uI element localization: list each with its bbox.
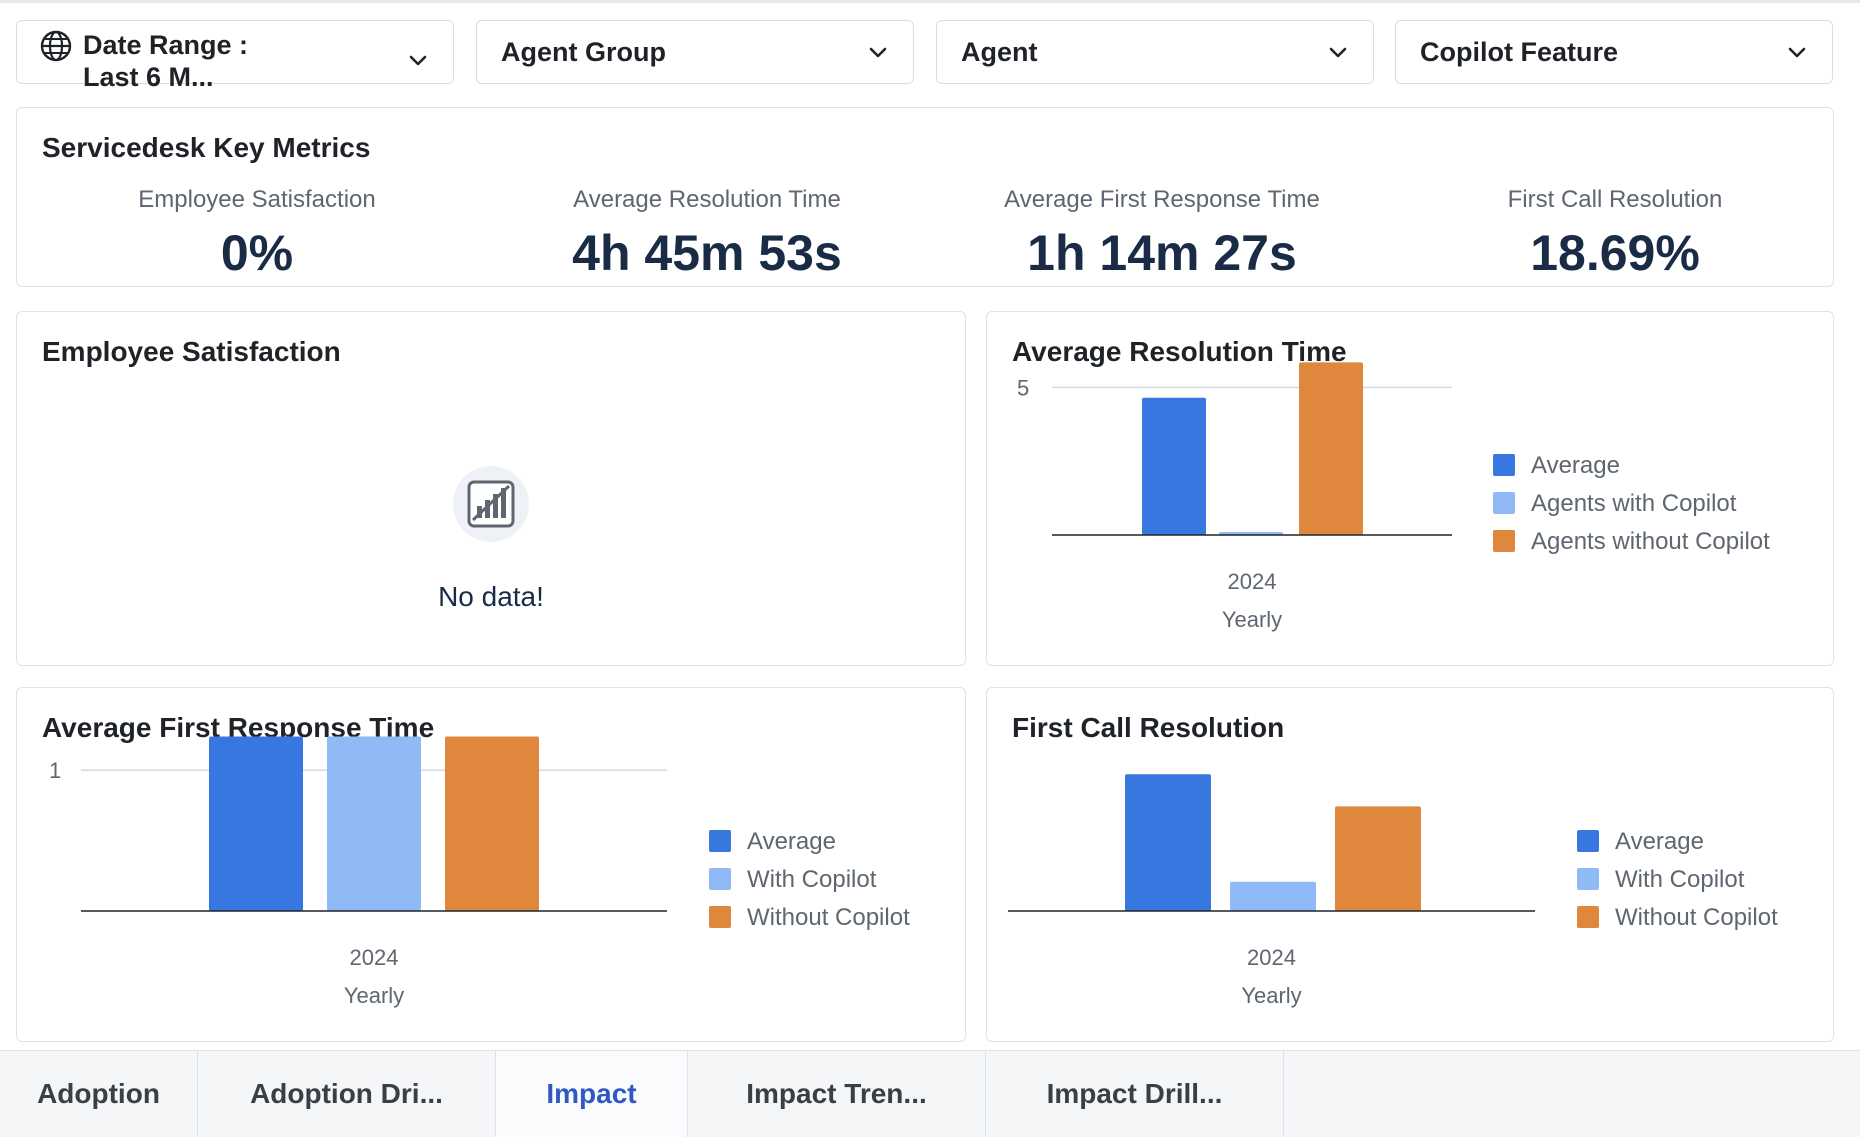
x-tick-label: 2024 bbox=[350, 945, 399, 970]
legend-label: Average bbox=[1531, 452, 1620, 479]
chevron-down-icon bbox=[869, 47, 887, 58]
x-axis-label: Yearly bbox=[344, 983, 404, 1008]
chevron-down-icon bbox=[1329, 47, 1347, 58]
legend-swatch bbox=[709, 868, 731, 890]
bar-agents-without-copilot bbox=[1299, 362, 1363, 535]
average-first-response-time-chart: 1 2024 Yearly Average With Copilot Without Co… bbox=[49, 736, 910, 1008]
agent-filter[interactable]: Agent bbox=[936, 20, 1374, 84]
metric-label: Employee Satisfaction bbox=[138, 186, 376, 213]
legend-swatch bbox=[1493, 492, 1515, 514]
agent-label: Agent bbox=[961, 37, 1038, 67]
bar-without-copilot bbox=[445, 736, 539, 911]
metric-value: 0% bbox=[220, 225, 294, 281]
tab-impact-trends[interactable]: Impact Tren... bbox=[688, 1051, 986, 1137]
x-tick-label: 2024 bbox=[1228, 569, 1277, 594]
bar-with-copilot bbox=[327, 736, 421, 911]
legend-swatch bbox=[1493, 530, 1515, 552]
metric-label: First Call Resolution bbox=[1507, 186, 1723, 213]
legend-swatch bbox=[1577, 830, 1599, 852]
tab-bar: Adoption Adoption Dri... Impact Impact T… bbox=[0, 1050, 1860, 1137]
legend-label: Average bbox=[1615, 828, 1704, 855]
employee-satisfaction-title: Employee Satisfaction bbox=[42, 336, 341, 367]
metric-value: 18.69% bbox=[1530, 225, 1700, 281]
legend-swatch bbox=[1577, 868, 1599, 890]
legend-label: With Copilot bbox=[1615, 866, 1745, 893]
date-range-filter[interactable]: Date Range : Last 6 M... bbox=[16, 20, 454, 92]
average-resolution-time-title: Average Resolution Time bbox=[1012, 336, 1347, 367]
chevron-down-icon bbox=[409, 55, 427, 66]
bar-without-copilot bbox=[1335, 806, 1421, 911]
tab-adoption[interactable]: Adoption bbox=[0, 1051, 198, 1137]
bar-average bbox=[209, 736, 303, 911]
first-call-resolution-title: First Call Resolution bbox=[1012, 712, 1285, 743]
agent-group-label: Agent Group bbox=[501, 37, 666, 67]
metric-average-resolution-time: Average Resolution Time 4h 45m 53s bbox=[487, 186, 927, 282]
bar-average bbox=[1125, 774, 1211, 911]
metric-first-call-resolution: First Call Resolution 18.69% bbox=[1395, 186, 1835, 282]
copilot-feature-label: Copilot Feature bbox=[1420, 37, 1619, 67]
globe-icon bbox=[40, 30, 72, 62]
legend-label: Agents without Copilot bbox=[1531, 528, 1770, 555]
legend-swatch bbox=[1577, 906, 1599, 928]
legend-label: Without Copilot bbox=[1615, 904, 1778, 931]
average-resolution-time-chart: 5 2024 Yearly Average Agents with Copilot Age… bbox=[1017, 362, 1770, 632]
legend-label: Without Copilot bbox=[747, 904, 910, 931]
date-range-label: Date Range : Last 6 M... bbox=[83, 30, 249, 92]
copilot-feature-filter[interactable]: Copilot Feature bbox=[1395, 20, 1833, 84]
legend-label: Average bbox=[747, 828, 836, 855]
bar-average bbox=[1142, 397, 1206, 535]
tab-adoption-drilldown[interactable]: Adoption Dri... bbox=[198, 1051, 496, 1137]
tab-impact[interactable]: Impact bbox=[496, 1051, 688, 1137]
legend-swatch bbox=[709, 830, 731, 852]
legend-label: Agents with Copilot bbox=[1531, 490, 1737, 517]
agent-group-filter[interactable]: Agent Group bbox=[476, 20, 914, 84]
bar-with-copilot bbox=[1230, 881, 1316, 911]
metric-value: 1h 14m 27s bbox=[1027, 225, 1297, 281]
metric-employee-satisfaction: Employee Satisfaction 0% bbox=[37, 186, 477, 282]
y-tick-label: 1 bbox=[49, 758, 61, 783]
no-data-text: No data! bbox=[438, 581, 544, 612]
average-first-response-time-card: Average First Response Time 1 2024 Yearly A… bbox=[16, 687, 966, 1042]
key-metrics-title: Servicedesk Key Metrics bbox=[42, 132, 371, 163]
chevron-down-icon bbox=[1788, 47, 1806, 58]
legend-label: With Copilot bbox=[747, 866, 877, 893]
x-tick-label: 2024 bbox=[1247, 945, 1296, 970]
top-border bbox=[0, 0, 1860, 3]
employee-satisfaction-card: Employee Satisfaction No data! bbox=[16, 311, 966, 666]
no-data-state: No data! bbox=[17, 464, 965, 613]
y-tick-label: 5 bbox=[1017, 375, 1029, 400]
metric-average-first-response-time: Average First Response Time 1h 14m 27s bbox=[942, 186, 1382, 282]
legend-swatch bbox=[709, 906, 731, 928]
key-metrics-card: Servicedesk Key Metrics Employee Satisfa… bbox=[16, 107, 1834, 287]
first-call-resolution-chart: 2024 Yearly Average With Copilot Without Cop… bbox=[1008, 774, 1778, 1008]
x-axis-label: Yearly bbox=[1241, 983, 1301, 1008]
no-data-chart-icon bbox=[453, 466, 529, 542]
metric-value: 4h 45m 53s bbox=[572, 225, 842, 281]
metric-label: Average Resolution Time bbox=[573, 186, 841, 213]
x-axis-label: Yearly bbox=[1222, 607, 1282, 632]
metric-label: Average First Response Time bbox=[1004, 186, 1320, 213]
legend-swatch bbox=[1493, 454, 1515, 476]
tab-impact-drilldown[interactable]: Impact Drill... bbox=[986, 1051, 1284, 1137]
first-call-resolution-card: First Call Resolution 2024 Yearly Average W… bbox=[986, 687, 1834, 1042]
average-resolution-time-card: Average Resolution Time 5 2024 Yearly Avera… bbox=[986, 311, 1834, 666]
